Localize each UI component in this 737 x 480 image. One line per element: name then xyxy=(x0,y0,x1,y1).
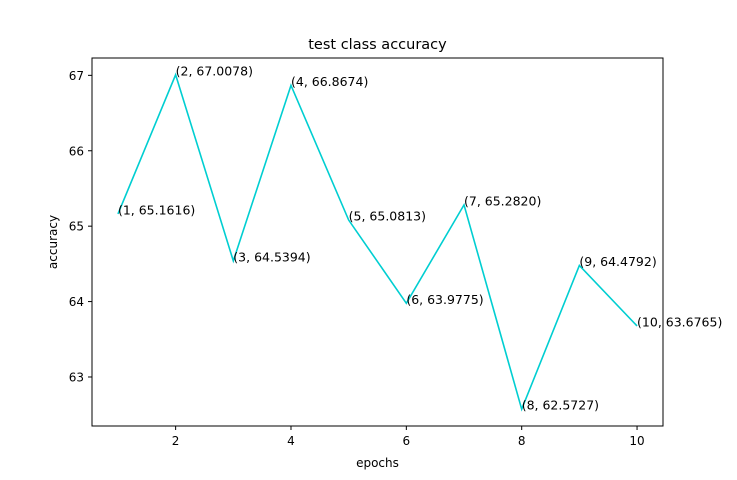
y-tick-label: 63 xyxy=(69,370,84,384)
y-tick-label: 67 xyxy=(69,69,84,83)
y-tick-label: 65 xyxy=(69,220,84,234)
data-label: (2, 67.0078) xyxy=(176,63,253,78)
x-tick-label: 4 xyxy=(287,434,295,448)
x-axis-label: epochs xyxy=(356,456,399,470)
x-tick-label: 10 xyxy=(629,434,644,448)
data-label: (8, 62.5727) xyxy=(522,398,599,413)
data-label: (3, 64.5394) xyxy=(233,249,310,264)
x-tick-label: 2 xyxy=(172,434,180,448)
x-tick-label: 8 xyxy=(518,434,526,448)
plot-frame xyxy=(91,57,664,427)
data-label: (4, 66.8674) xyxy=(291,74,368,89)
series-line xyxy=(117,72,638,412)
data-label: (6, 63.9775) xyxy=(406,292,483,307)
y-tick-label: 64 xyxy=(69,295,84,309)
data-label: (9, 64.4792) xyxy=(579,254,656,269)
data-label: (7, 65.2820) xyxy=(464,193,541,208)
data-label: (10, 63.6765) xyxy=(637,314,722,329)
y-axis-label: accuracy xyxy=(46,215,60,269)
x-tick-label: 6 xyxy=(403,434,411,448)
y-tick-label: 66 xyxy=(69,144,84,158)
chart-title: test class accuracy xyxy=(308,37,447,53)
data-label: (1, 65.1616) xyxy=(118,202,195,217)
data-label: (5, 65.0813) xyxy=(349,209,426,224)
